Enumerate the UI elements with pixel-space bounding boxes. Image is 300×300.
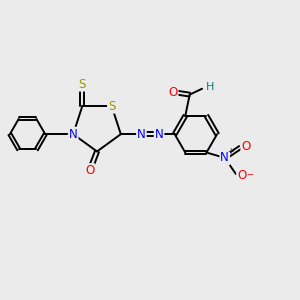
Text: N: N [69,128,78,141]
Text: −: − [247,170,254,179]
Text: O: O [237,169,246,182]
Text: +: + [227,147,233,156]
Text: O: O [168,86,178,99]
Text: H: H [206,82,214,92]
Text: S: S [108,100,116,113]
Text: O: O [241,140,250,153]
Text: N: N [220,151,229,164]
Text: O: O [85,164,94,177]
Text: S: S [79,78,86,91]
Text: N: N [155,128,164,141]
Text: N: N [137,128,146,141]
